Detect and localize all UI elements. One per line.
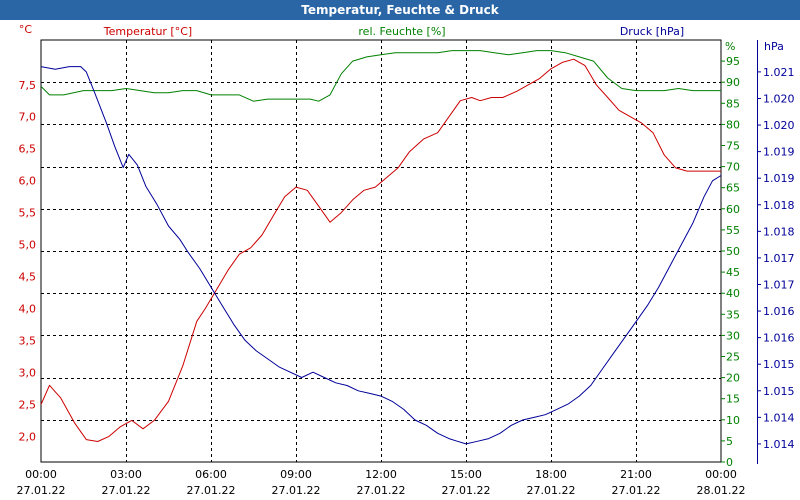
left-tick-label: 5,5	[19, 207, 37, 220]
right-tick-label: 1.015	[763, 358, 795, 371]
x-tick-time: 18:00	[535, 468, 567, 481]
middle-tick-label: 45	[726, 266, 740, 279]
left-tick-label: 6,0	[19, 175, 37, 188]
middle-tick-label: 95	[726, 55, 740, 68]
right-axis-unit: hPa	[764, 40, 784, 53]
right-tick-label: 1.018	[763, 225, 795, 238]
middle-tick-label: 60	[726, 203, 740, 216]
middle-tick-label: 20	[726, 372, 740, 385]
x-tick-time: 09:00	[280, 468, 312, 481]
middle-tick-label: 15	[726, 393, 740, 406]
middle-tick-label: 10	[726, 414, 740, 427]
right-tick-label: 1.020	[763, 92, 795, 105]
x-tick-time: 12:00	[365, 468, 397, 481]
left-tick-label: 3,0	[19, 366, 37, 379]
chart-canvas: °C 2,0 2,5 3,0 3,5 4,0 4,5 5,0 5,5 6,0 6,5 7,0 7,5 Te…	[17, 23, 795, 497]
right-tick-label: 1.019	[763, 172, 795, 185]
middle-tick-label: 85	[726, 97, 740, 110]
left-tick-label: 4,5	[19, 271, 37, 284]
right-tick-label: 1.017	[763, 252, 795, 265]
x-tick-date: 28.01.22	[697, 484, 746, 497]
middle-tick-label: 35	[726, 308, 740, 321]
left-tick-label: 7,0	[19, 111, 37, 124]
middle-tick-label: 50	[726, 245, 740, 258]
x-tick-time: 21:00	[620, 468, 652, 481]
left-tick-label: 4,0	[19, 303, 37, 316]
x-tick-date: 27.01.22	[102, 484, 151, 497]
left-tick-label: 6,5	[19, 143, 37, 156]
left-tick-label: 3,5	[19, 335, 37, 348]
right-tick-label: 1.021	[763, 66, 795, 79]
left-tick-label: 2,0	[19, 430, 37, 443]
middle-tick-label: 5	[726, 435, 733, 448]
x-tick-date: 27.01.22	[357, 484, 406, 497]
x-tick-date: 27.01.22	[612, 484, 661, 497]
right-tick-label: 1.014	[763, 438, 795, 451]
right-tick-label: 1.015	[763, 385, 795, 398]
middle-tick-label: 65	[726, 182, 740, 195]
humidity-series-line	[40, 50, 721, 102]
x-tick-time: 15:00	[450, 468, 482, 481]
middle-tick-label: 0	[726, 456, 733, 469]
pressure-series-line	[40, 66, 722, 445]
temperature-series-line	[40, 58, 721, 442]
middle-tick-label: 25	[726, 351, 740, 364]
left-tick-label: 7,5	[19, 79, 37, 92]
x-tick-date: 27.01.22	[17, 484, 66, 497]
middle-tick-label: 90	[726, 76, 740, 89]
x-tick-time: 00:00	[705, 468, 737, 481]
right-tick-label: 1.016	[763, 332, 795, 345]
middle-axis-unit: %	[725, 40, 735, 53]
left-tick-label: 2,5	[19, 398, 37, 411]
middle-tick-label: 70	[726, 161, 740, 174]
x-tick-date: 27.01.22	[187, 484, 236, 497]
left-axis-unit: °C	[19, 23, 33, 36]
chart-title: Temperatur, Feuchte & Druck	[0, 0, 800, 20]
right-axis-label: Druck [hPa]	[620, 25, 684, 38]
left-tick-label: 5,0	[19, 239, 37, 252]
middle-axis-label: rel. Feuchte [%]	[358, 25, 445, 38]
right-tick-label: 1.018	[763, 199, 795, 212]
x-tick-time: 06:00	[195, 468, 227, 481]
middle-tick-label: 55	[726, 224, 740, 237]
right-tick-label: 1.016	[763, 305, 795, 318]
right-tick-label: 1.020	[763, 119, 795, 132]
middle-tick-label: 30	[726, 329, 740, 342]
right-tick-label: 1.019	[763, 146, 795, 159]
x-tick-time: 03:00	[110, 468, 142, 481]
x-tick-date: 27.01.22	[527, 484, 576, 497]
x-tick-time: 00:00	[25, 468, 57, 481]
middle-tick-label: 40	[726, 287, 740, 300]
right-tick-label: 1.014	[763, 411, 795, 424]
middle-tick-label: 80	[726, 118, 740, 131]
x-tick-date: 27.01.22	[442, 484, 491, 497]
left-axis-label: Temperatur [°C]	[103, 25, 192, 38]
right-tick-label: 1.017	[763, 278, 795, 291]
x-tick-date: 27.01.22	[272, 484, 321, 497]
middle-tick-label: 75	[726, 140, 740, 153]
